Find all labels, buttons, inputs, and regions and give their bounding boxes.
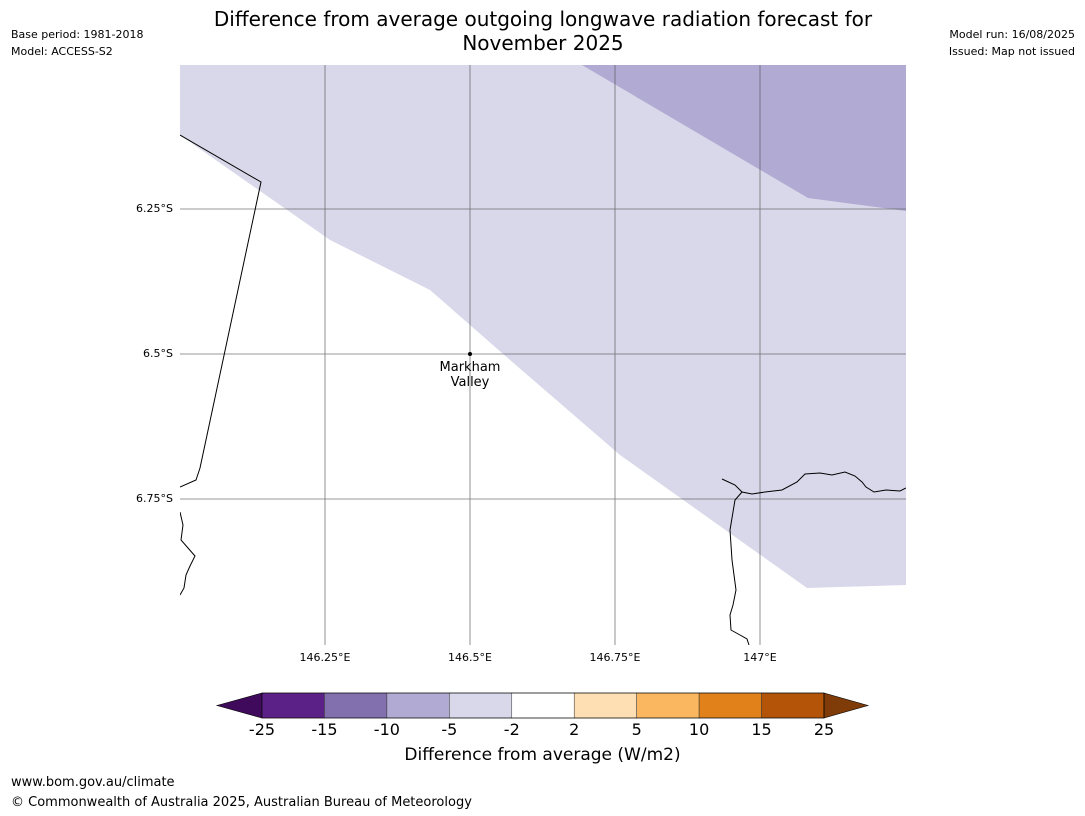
colorbar-outline [261,692,825,719]
map-title: Difference from average outgoing longwav… [180,7,906,55]
title-line-1: Difference from average outgoing longwav… [213,7,873,31]
issued-text: Issued: Map not issued [948,45,1075,58]
lat-label-6-75: 6.75°S [136,492,173,505]
meta-left: Base period: 1981-2018 Model: ACCESS-S2 [11,26,143,60]
colorbar-tick-label: 25 [813,720,835,739]
coastline [180,134,906,645]
footer-website: www.bom.gov.au/climate [11,775,175,790]
colorbar-label: Difference from average (W/m2) [404,745,681,765]
colorbar-tick-label: -15 [311,720,338,739]
colorbar-extend-high [823,692,870,719]
anomaly-region-light [180,65,906,588]
colorbar-segment [698,692,762,719]
colorbar-segment [511,692,575,719]
model-text: Model: ACCESS-S2 [11,45,113,58]
model-run-text: Model run: 16/08/2025 [949,28,1075,41]
lon-label-147: 147°E [743,651,777,664]
colorbar-tick-label: 15 [751,720,772,739]
gridlines [180,65,906,645]
colorbar-tick-label: 5 [631,720,642,739]
footer-copyright: © Commonwealth of Australia 2025, Austra… [11,795,472,810]
base-period-text: Base period: 1981-2018 [11,28,144,41]
colorbar-segment [449,692,513,719]
title-line-2: November 2025 [462,31,624,55]
colorbar-segment [261,692,325,719]
colorbar-segment [324,692,388,719]
colorbar-tick-label: 2 [569,720,580,739]
place-name-line-1: Markham [439,360,501,375]
meta-right: Model run: 16/08/2025 Issued: Map not is… [949,26,1075,60]
colorbar-tick-label: -25 [248,720,276,739]
place-name-line-2: Valley [450,375,490,390]
colorbar-segment [636,692,700,719]
colorbar-segment [386,692,450,719]
colorbar-tick-label: -10 [373,720,400,739]
colorbar-segment [573,692,637,719]
colorbar-segment [761,692,825,719]
place-label-markham-valley: Markham Valley [440,360,501,390]
lon-label-146-25: 146.25°E [299,651,351,664]
anomaly-region-mid [582,65,906,211]
lat-label-6-25: 6.25°S [136,202,173,215]
colorbar-extend-low [215,692,263,719]
lon-label-146-75: 146.75°E [589,651,641,664]
lon-label-146-5: 146.5°E [448,651,492,664]
lat-label-6-5: 6.5°S [143,347,173,360]
colorbar-tick-label: -2 [503,720,520,739]
colorbar-tick-label: 10 [688,720,710,739]
colorbar-tick-label: -5 [441,720,458,739]
markham-valley-marker [468,352,472,356]
